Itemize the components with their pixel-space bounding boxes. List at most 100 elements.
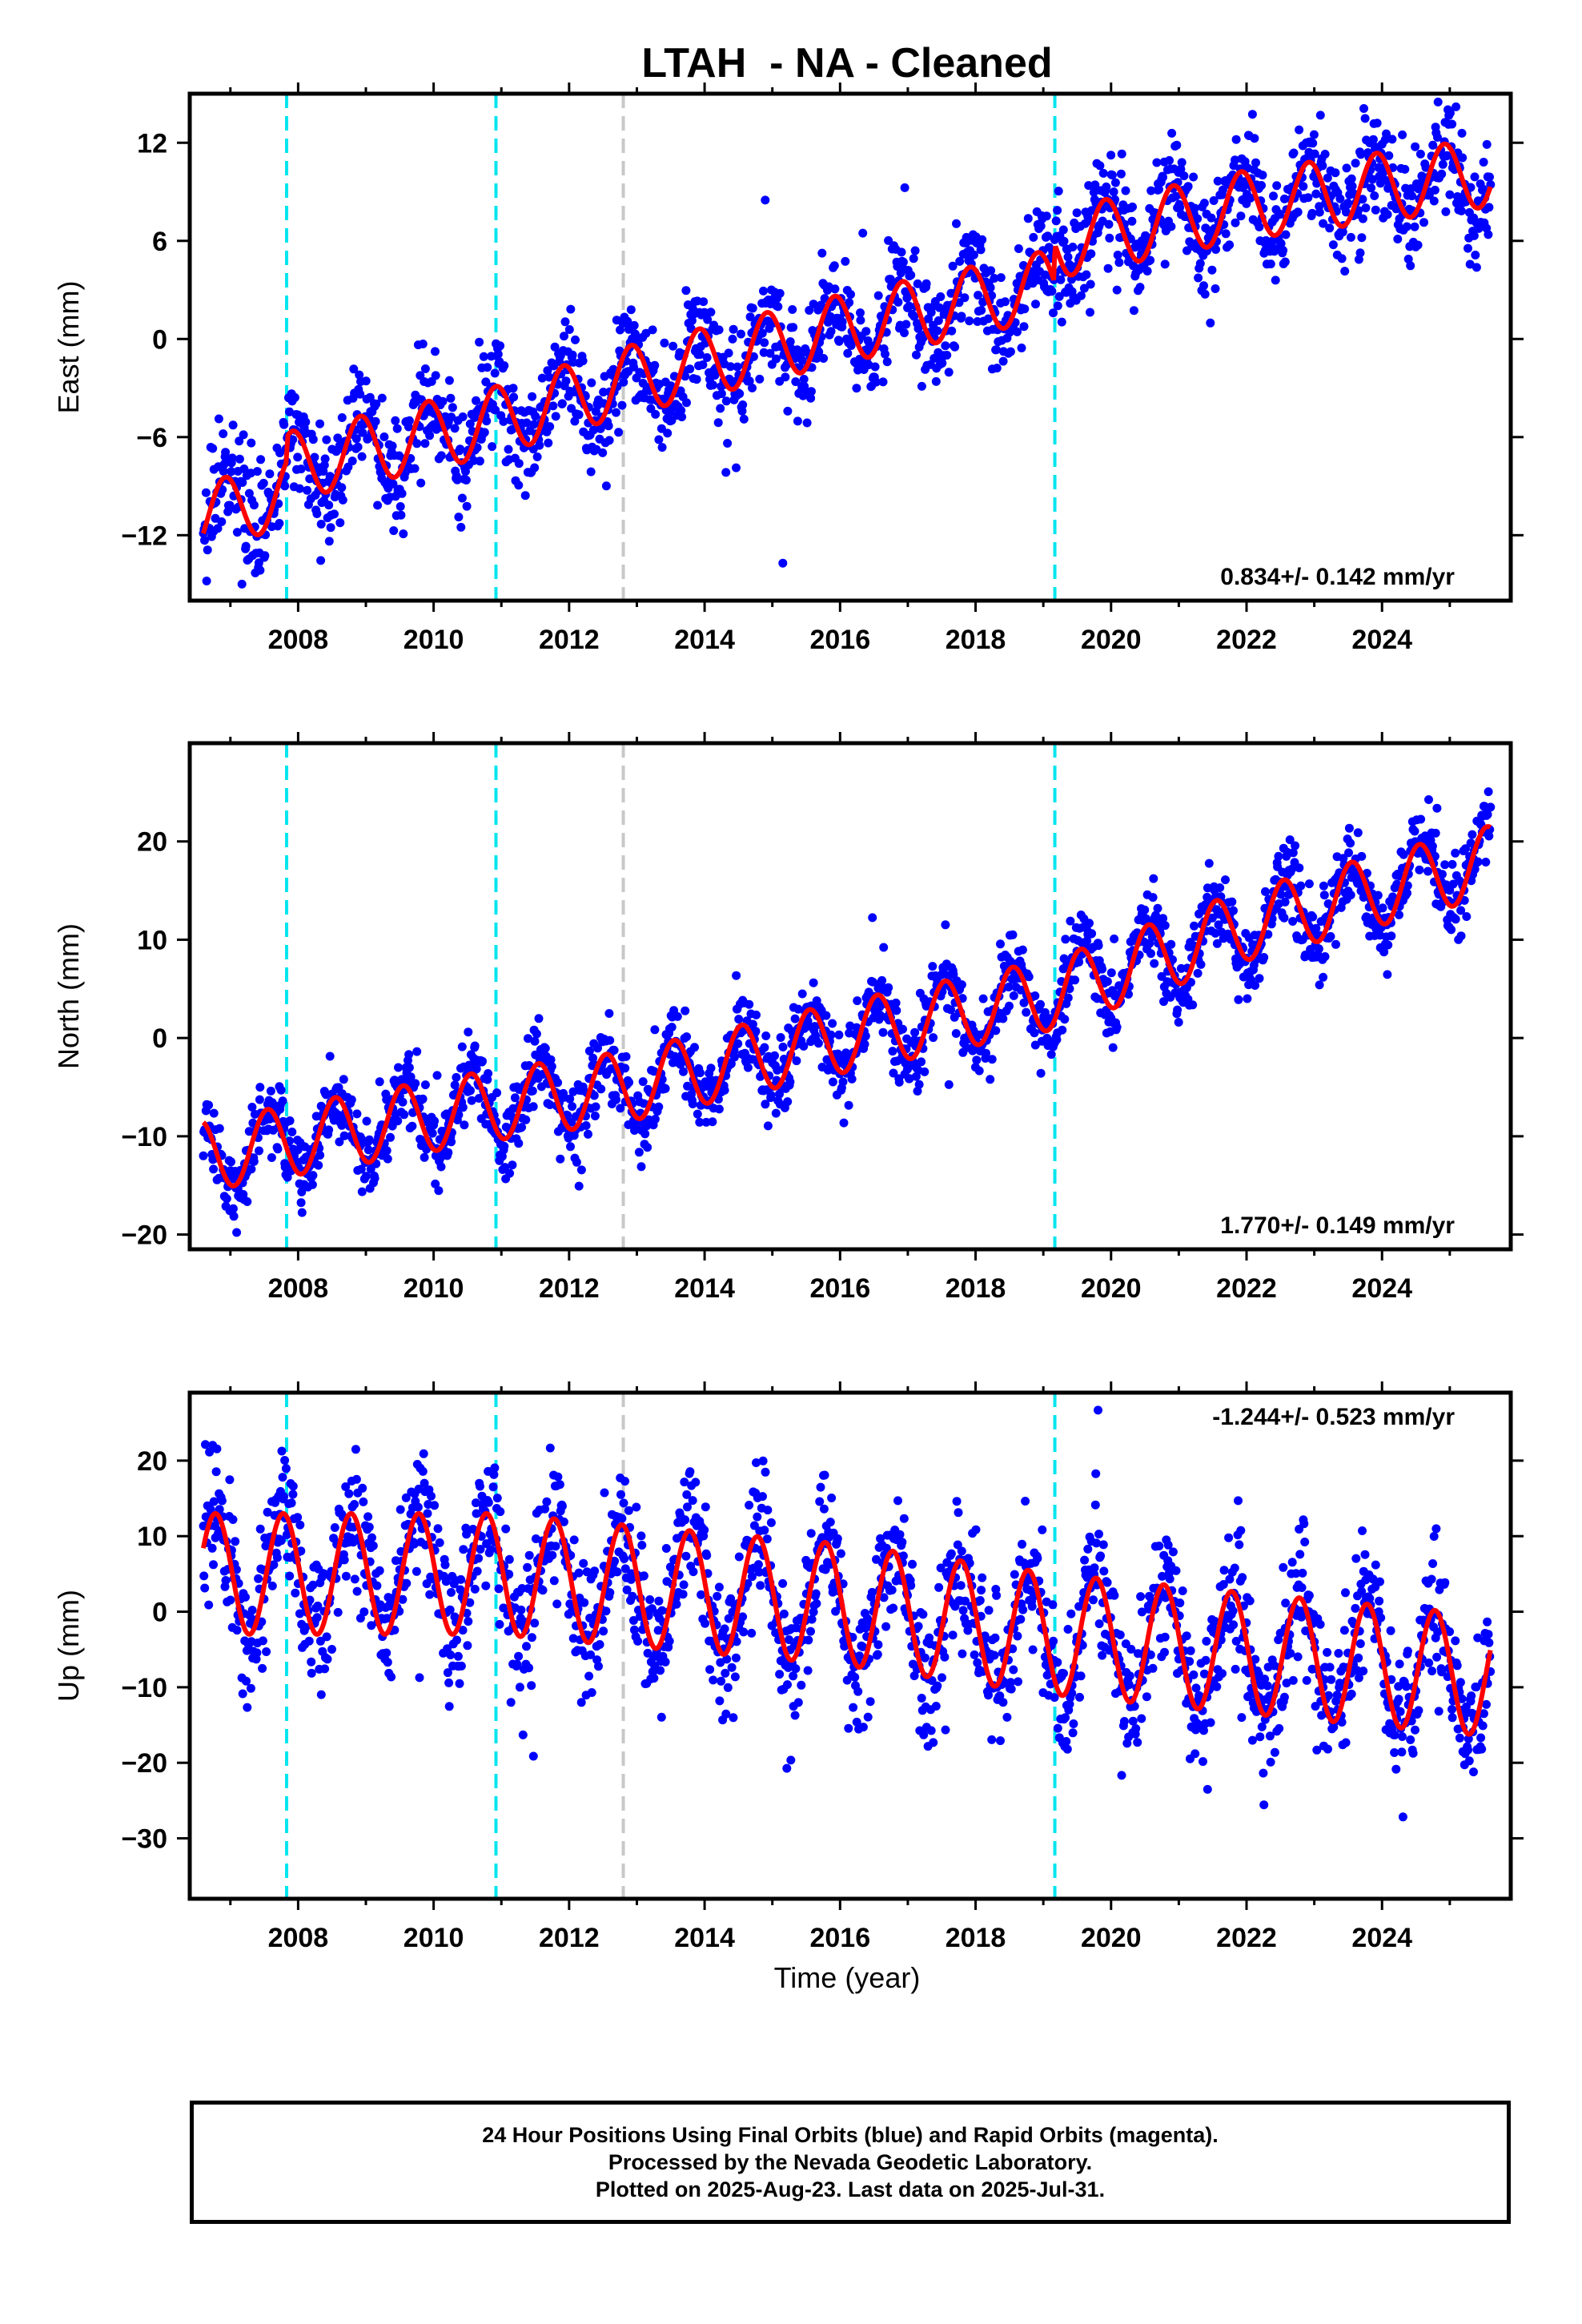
east-point <box>532 452 542 461</box>
north-point <box>356 1164 366 1174</box>
north-point <box>1070 975 1080 985</box>
north-point <box>243 1197 252 1206</box>
north-point <box>308 1171 318 1180</box>
east-point <box>717 389 726 399</box>
north-point <box>1221 875 1230 885</box>
east-point <box>252 467 262 476</box>
north-point <box>1387 931 1396 941</box>
east-point <box>280 481 290 491</box>
east-point <box>1086 279 1095 289</box>
up-point <box>678 1590 688 1599</box>
north-point <box>596 1084 606 1094</box>
east-point <box>387 441 397 451</box>
up-point <box>225 1475 235 1485</box>
east-point <box>396 502 405 511</box>
east-point <box>491 405 500 415</box>
north-point <box>546 1055 556 1064</box>
north-point <box>991 1026 1001 1035</box>
up-point <box>209 1497 219 1506</box>
east-point <box>845 298 854 308</box>
east-point <box>1452 192 1462 201</box>
east-point <box>479 352 488 361</box>
east-point <box>1360 114 1370 123</box>
up-point <box>758 1456 768 1466</box>
east-point <box>721 396 731 406</box>
north-point <box>1204 858 1214 868</box>
north-point <box>1481 858 1491 866</box>
up-point <box>811 1589 821 1598</box>
up-point <box>812 1598 821 1608</box>
east-point <box>917 381 926 391</box>
up-point <box>804 1635 813 1645</box>
east-point <box>1029 232 1038 242</box>
north-point <box>661 1084 670 1093</box>
east-point <box>623 316 632 326</box>
east-x-tick-label: 2022 <box>1216 625 1277 655</box>
north-point <box>1416 814 1426 824</box>
east-point <box>878 377 888 387</box>
north-point <box>324 1125 334 1135</box>
north-point <box>466 1086 475 1096</box>
up-point <box>251 1655 261 1664</box>
north-point <box>797 989 807 999</box>
east-point <box>1485 172 1494 182</box>
up-point <box>717 1676 726 1686</box>
north-rate-annotation: 1.770+/- 0.149 mm/yr <box>1220 1212 1455 1239</box>
east-point <box>561 376 571 386</box>
east-point <box>1258 171 1267 180</box>
east-point <box>761 195 770 205</box>
north-point <box>505 1168 515 1178</box>
north-point <box>696 1068 705 1078</box>
up-point <box>752 1458 761 1467</box>
north-point <box>1456 931 1466 941</box>
up-point <box>383 1658 392 1667</box>
east-point <box>1331 168 1340 178</box>
east-point <box>389 526 399 536</box>
east-point <box>1367 183 1376 193</box>
x-axis-label: Time (year) <box>774 1961 921 1994</box>
east-point <box>748 384 757 392</box>
east-point <box>1221 229 1231 239</box>
east-point <box>1281 230 1291 239</box>
north-point <box>732 971 741 980</box>
north-point <box>760 1043 769 1052</box>
east-point <box>1117 149 1126 159</box>
east-point <box>745 312 755 322</box>
east-point <box>508 384 518 393</box>
east-point <box>228 420 238 430</box>
east-point <box>537 373 547 383</box>
up-point <box>574 1568 584 1578</box>
up-point <box>803 1666 813 1675</box>
north-point <box>1024 972 1034 982</box>
east-point <box>772 354 781 364</box>
east-point <box>616 325 624 335</box>
east-point <box>882 357 892 367</box>
north-point <box>1148 893 1158 903</box>
east-point <box>934 316 943 325</box>
east-point <box>1098 168 1108 178</box>
east-point <box>528 392 537 401</box>
east-point <box>454 513 464 522</box>
up-point <box>323 1655 332 1664</box>
east-point <box>998 356 1008 366</box>
up-point <box>595 1640 604 1649</box>
east-point <box>783 406 793 416</box>
east-point <box>789 323 798 332</box>
east-point <box>227 467 236 476</box>
east-point <box>535 440 544 450</box>
north-point <box>1346 891 1355 900</box>
east-point <box>404 416 414 425</box>
east-point <box>1042 211 1051 221</box>
north-point <box>1006 956 1015 966</box>
north-point <box>470 1041 480 1051</box>
east-point <box>977 306 986 315</box>
east-point <box>1189 172 1199 182</box>
north-point <box>325 1051 335 1061</box>
north-point <box>708 1117 717 1127</box>
east-point <box>729 324 738 334</box>
north-point <box>285 1116 295 1125</box>
east-point <box>1207 213 1216 223</box>
north-point <box>382 1146 391 1156</box>
east-point <box>324 501 334 510</box>
north-point <box>1383 970 1392 979</box>
